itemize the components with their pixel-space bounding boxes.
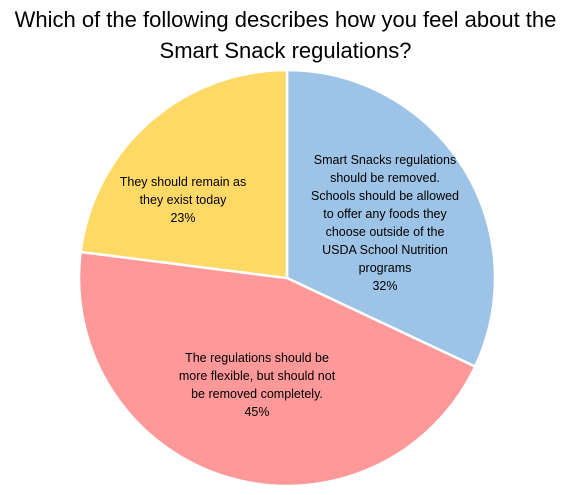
pie-slice-remain: [79, 68, 289, 280]
slice-percent-label: 45%: [244, 405, 270, 419]
slice-label-line: Smart Snacks regulations: [313, 153, 457, 167]
slice-label-line: programs: [358, 261, 412, 275]
slice-label-line: be removed completely.: [191, 387, 323, 401]
chart-title-line-1: Which of the following describes how you…: [14, 7, 557, 32]
slice-label-line: Schools should be allowed: [310, 189, 460, 203]
slice-label-line: more flexible, but should not: [178, 369, 336, 383]
slice-label-line: to offer any foods they: [323, 207, 447, 221]
chart-title-line-2: Smart Snack regulations?: [159, 38, 412, 63]
slice-label-line: USDA School Nutrition: [322, 243, 448, 257]
slice-percent-label: 23%: [170, 211, 196, 225]
slice-percent-label: 32%: [372, 279, 398, 293]
chart-title: Which of the following describes how you…: [0, 4, 571, 66]
slice-label-remove: Smart Snacks regulations should be remov…: [285, 151, 485, 295]
pie-slice-remove: [285, 68, 497, 369]
slice-label-line: they exist today: [139, 193, 227, 207]
slice-label-line: should be removed.: [330, 171, 440, 185]
slice-label-flexible: The regulations should be more flexible,…: [147, 349, 367, 421]
slice-label-line: choose outside of the: [325, 225, 445, 239]
slice-label-line: They should remain as: [119, 175, 247, 189]
slice-label-remain: They should remain as they exist today 2…: [103, 173, 263, 227]
pie-slice-flexible: [77, 250, 477, 488]
slice-label-line: The regulations should be: [185, 351, 329, 365]
